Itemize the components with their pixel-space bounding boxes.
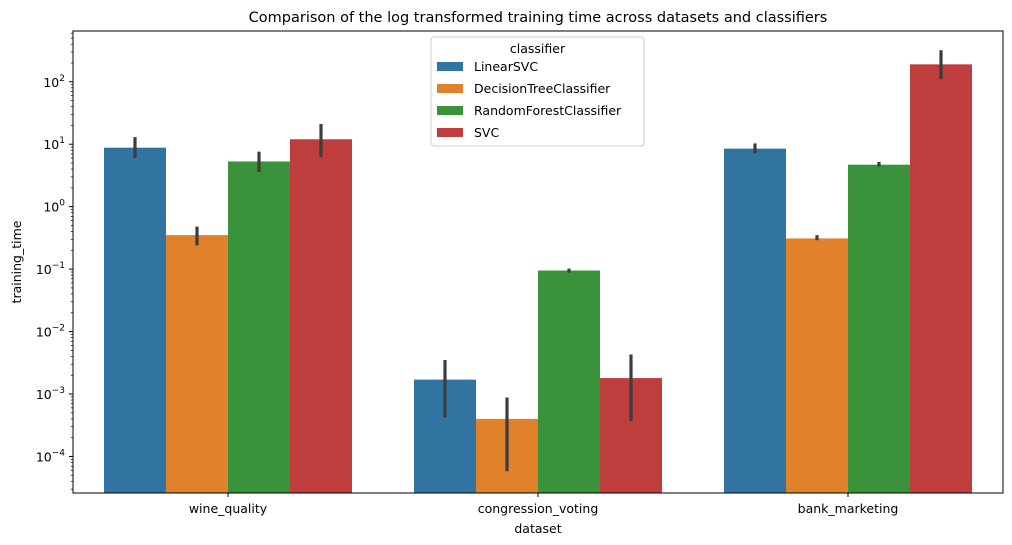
legend-title: classifier (510, 41, 566, 56)
legend-label: RandomForestClassifier (474, 103, 622, 118)
bars-layer (104, 64, 972, 494)
x-axis: wine_quality congression_voting bank_marke… (189, 493, 899, 516)
x-tick-label: wine_quality (189, 501, 268, 516)
legend-label: DecisionTreeClassifier (474, 81, 611, 96)
legend-swatch (437, 106, 463, 115)
x-tick-label: congression_voting (478, 501, 599, 516)
bar-DecisionTreeClassifier-wine_quality (166, 235, 228, 493)
y-tick-label: 101 (43, 136, 65, 152)
y-tick-label: 10−2 (36, 324, 65, 340)
y-tick-label: 10−3 (36, 386, 65, 402)
bar-LinearSVC-wine_quality (104, 147, 166, 493)
legend-label: LinearSVC (474, 59, 538, 74)
bar-LinearSVC-bank_marketing (724, 148, 786, 493)
legend-box (430, 36, 645, 147)
bar-RandomForestClassifier-wine_quality (228, 161, 290, 493)
error-bars-layer (133, 50, 943, 472)
y-axis: 10−4 10−3 10−2 10−1 100 101 102 (36, 32, 73, 490)
y-tick-label: 100 (43, 199, 65, 215)
chart-title: Comparison of the log transformed traini… (249, 10, 828, 26)
y-tick-label: 10−1 (36, 261, 65, 277)
y-tick-label: 10−4 (36, 448, 65, 464)
x-axis-label: dataset (514, 521, 561, 536)
bar-RandomForestClassifier-congression_voting (538, 270, 600, 493)
bar-SVC-bank_marketing (910, 64, 972, 493)
x-tick-label: bank_marketing (798, 501, 899, 516)
y-tick-label: 102 (43, 74, 65, 90)
legend-swatch (437, 128, 463, 137)
bar-SVC-wine_quality (290, 139, 352, 494)
bar-DecisionTreeClassifier-bank_marketing (786, 238, 848, 493)
legend-label: SVC (474, 125, 499, 140)
bar-RandomForestClassifier-bank_marketing (848, 164, 910, 493)
legend: classifier LinearSVC DecisionTreeClassifie… (430, 36, 645, 147)
legend-swatch (437, 62, 463, 71)
legend-swatch (437, 84, 463, 93)
y-axis-label: training_time (9, 220, 24, 303)
